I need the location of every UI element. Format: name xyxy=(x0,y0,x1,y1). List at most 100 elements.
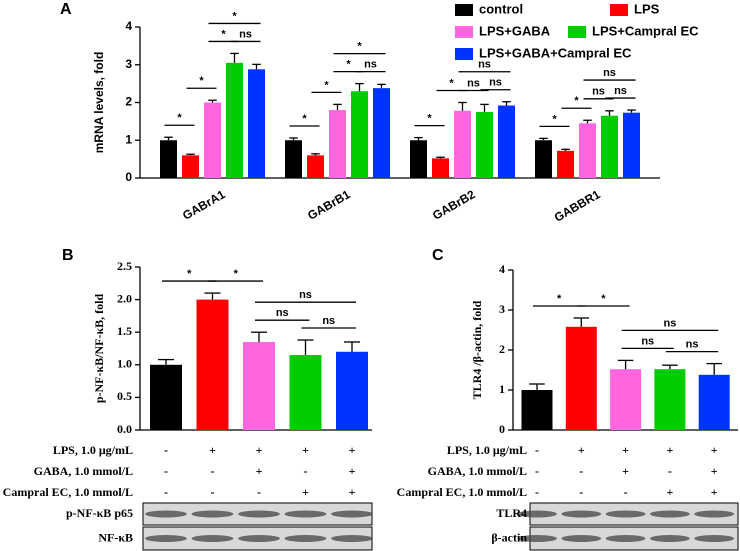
treatment-mark: + xyxy=(209,443,216,457)
blot-label: NF-κB xyxy=(98,530,133,544)
treatment-mark: - xyxy=(164,485,168,499)
panel-label: A xyxy=(60,1,72,18)
bar xyxy=(243,341,275,430)
treatment-mark: + xyxy=(711,443,718,457)
treatment-mark: - xyxy=(579,464,583,478)
significance-label: ns xyxy=(478,59,491,71)
treatment-mark: - xyxy=(535,443,539,457)
bar xyxy=(565,326,597,430)
bar xyxy=(196,299,229,430)
legend-label: LPS+GABA+Campral EC xyxy=(479,45,632,60)
x-tick-label: GABrB2 xyxy=(430,187,478,223)
blot-band xyxy=(605,510,646,518)
y-axis-label: TLR4 /β-actin, fold xyxy=(470,300,484,399)
treatment-mark: + xyxy=(666,443,673,457)
panel-b: Bp-NF-κB/NF-κB, fold 0.0 0.5 1.0 1.5 2.0 2.5 LP… xyxy=(3,247,373,551)
blot-band xyxy=(284,510,327,518)
treatment-mark: - xyxy=(668,464,672,478)
significance-label: ns xyxy=(239,28,252,40)
significance-label: * xyxy=(427,113,432,125)
bar xyxy=(182,155,199,178)
significance-label: * xyxy=(221,28,226,40)
y-tick-label: 4 xyxy=(125,19,132,33)
blot-band xyxy=(517,535,557,542)
x-tick-label: GABrB1 xyxy=(305,187,353,223)
treatment-label: GABA, 1.0 mmol/L xyxy=(428,464,527,478)
treatment-mark: + xyxy=(711,464,718,478)
bar xyxy=(204,102,221,178)
bar xyxy=(454,110,471,178)
significance-label: * xyxy=(234,268,239,280)
y-tick-label: 2 xyxy=(125,95,132,109)
treatment-mark: - xyxy=(164,443,168,457)
significance-label: * xyxy=(557,293,562,305)
blot-band xyxy=(331,510,373,518)
bar xyxy=(498,105,515,178)
significance-label: * xyxy=(552,113,557,125)
treatment-mark: + xyxy=(256,443,263,457)
treatment-mark: - xyxy=(304,464,308,478)
bar xyxy=(623,112,640,178)
legend-swatch xyxy=(455,48,473,60)
significance-label: * xyxy=(199,75,204,87)
blot-band xyxy=(694,535,735,542)
y-tick-label: 1 xyxy=(499,382,505,396)
bar xyxy=(610,369,642,430)
treatment-mark: - xyxy=(535,485,539,499)
y-tick-label: 2 xyxy=(499,342,505,356)
blot-band xyxy=(284,535,327,542)
treatment-mark: + xyxy=(349,443,356,457)
treatment-mark: - xyxy=(211,485,215,499)
treatment-label: Campral EC, 1.0 mmol/L xyxy=(3,485,133,499)
y-tick-label: 1.5 xyxy=(117,324,132,338)
y-tick-label: 1 xyxy=(125,132,132,146)
blot-band xyxy=(331,535,373,542)
y-tick-label: 2.0 xyxy=(117,291,132,305)
bar xyxy=(289,355,322,430)
significance-label: ns xyxy=(364,59,377,71)
bar xyxy=(432,158,449,178)
y-tick-label: 3 xyxy=(125,57,132,71)
bar xyxy=(226,62,243,178)
y-tick-label: 3 xyxy=(499,302,505,316)
treatment-mark: - xyxy=(579,485,583,499)
significance-label: * xyxy=(232,10,237,22)
significance-label: * xyxy=(187,268,192,280)
y-tick-label: 0 xyxy=(125,170,132,184)
significance-label: ns xyxy=(489,77,502,89)
y-tick-label: 1.0 xyxy=(117,357,132,371)
treatment-mark: + xyxy=(622,464,629,478)
treatment-mark: + xyxy=(711,485,718,499)
bar xyxy=(698,374,730,430)
bar xyxy=(329,110,346,178)
treatment-mark: + xyxy=(349,464,356,478)
treatment-mark: - xyxy=(624,485,628,499)
panel-label: B xyxy=(62,247,74,264)
legend-swatch xyxy=(455,26,473,38)
significance-label: * xyxy=(574,95,579,107)
significance-label: ns xyxy=(322,315,335,327)
treatment-mark: + xyxy=(349,485,356,499)
blot-band xyxy=(191,535,234,542)
bar xyxy=(410,140,427,178)
treatment-mark: + xyxy=(578,443,585,457)
treatment-mark: - xyxy=(257,485,261,499)
significance-label: ns xyxy=(641,335,654,347)
bar xyxy=(150,364,182,430)
significance-label: ns xyxy=(603,67,616,79)
significance-label: * xyxy=(324,79,329,91)
treatment-mark: + xyxy=(256,464,263,478)
bar xyxy=(351,91,368,178)
significance-label: ns xyxy=(663,317,676,329)
bar xyxy=(160,140,177,178)
x-tick-label: GABBR1 xyxy=(552,187,603,225)
blot-band xyxy=(649,535,690,542)
treatment-mark: - xyxy=(211,464,215,478)
legend-swatch xyxy=(610,4,628,16)
blot-band xyxy=(649,510,690,518)
treatment-label: Campral EC, 1.0 mmol/L xyxy=(397,485,527,499)
significance-label: ns xyxy=(592,86,605,98)
bar xyxy=(373,88,390,178)
significance-label: * xyxy=(601,293,606,305)
